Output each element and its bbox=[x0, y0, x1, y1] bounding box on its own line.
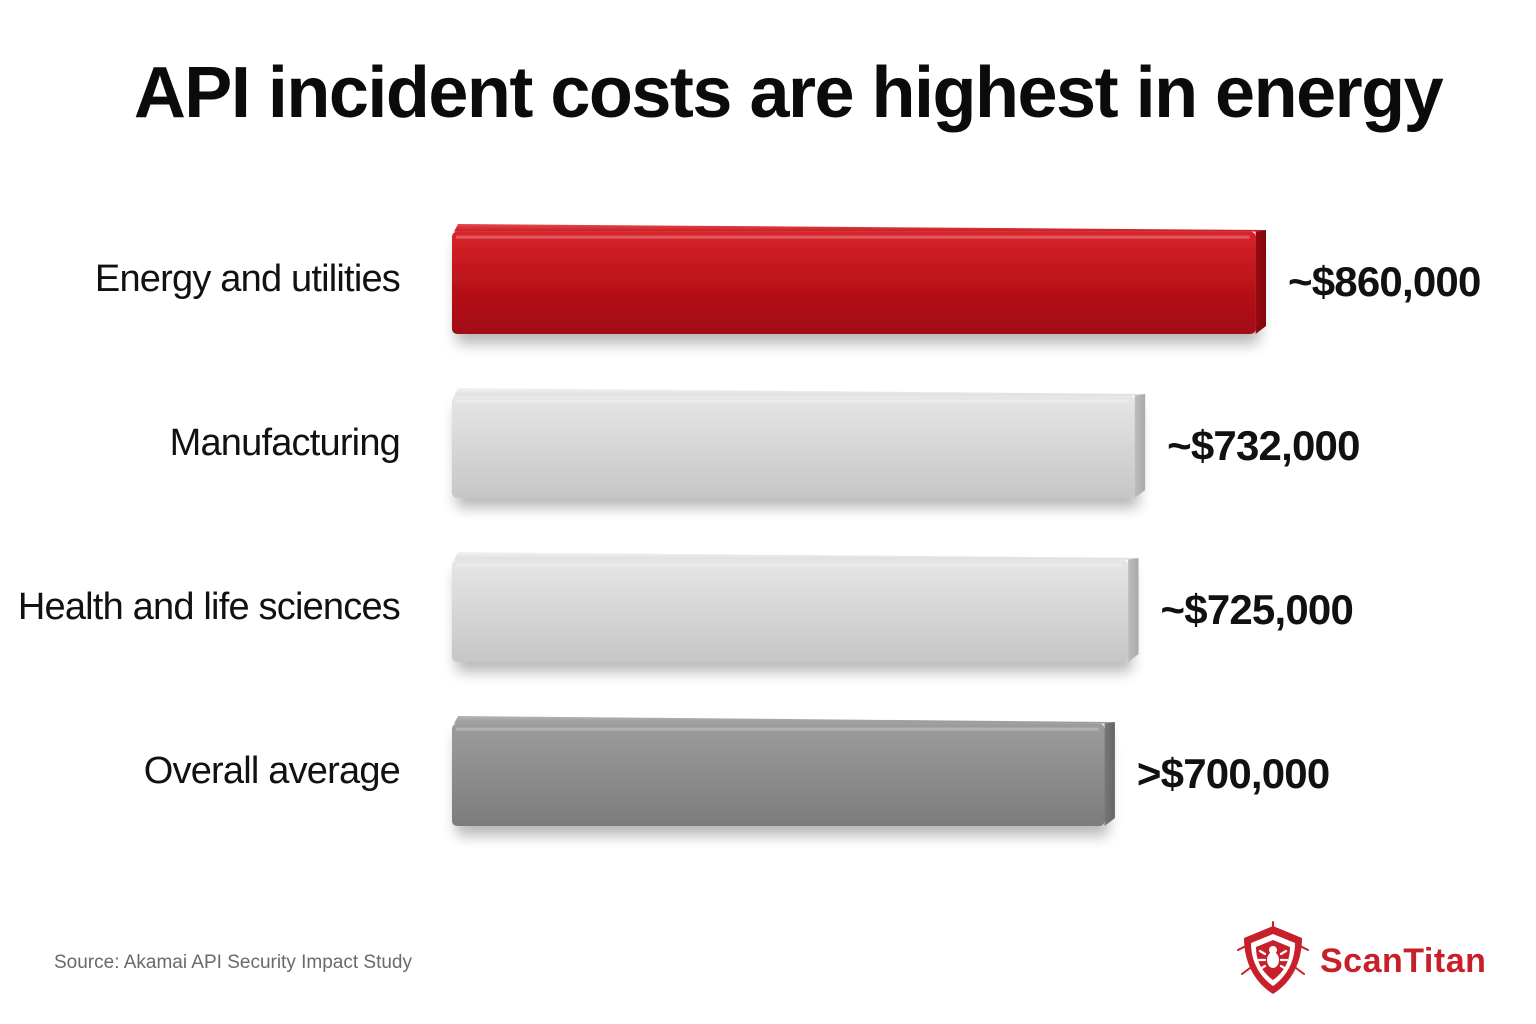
bar-highlight bbox=[456, 399, 1129, 403]
bar bbox=[452, 395, 1135, 498]
bar-top-face bbox=[454, 716, 1115, 724]
bar-side-face bbox=[1128, 558, 1139, 662]
bar-side-face bbox=[1104, 722, 1115, 826]
category-label: Overall average bbox=[144, 750, 400, 792]
bar bbox=[452, 723, 1105, 826]
bar-side-face bbox=[1255, 230, 1266, 334]
brand-name: ScanTitan bbox=[1320, 942, 1487, 980]
bar-highlight bbox=[456, 727, 1099, 731]
bar-group-3: Overall average >$700,000 bbox=[144, 716, 1330, 826]
value-label: ~$732,000 bbox=[1167, 422, 1360, 469]
bar bbox=[452, 559, 1129, 662]
bar-top-face bbox=[454, 224, 1266, 232]
chart-title: API incident costs are highest in energy bbox=[133, 53, 1444, 133]
value-label: ~$725,000 bbox=[1161, 586, 1354, 633]
bar-highlight bbox=[456, 235, 1250, 239]
bar-highlight bbox=[456, 563, 1123, 567]
category-label: Health and life sciences bbox=[18, 586, 400, 628]
bar-side-face bbox=[1134, 394, 1146, 498]
bar-group-0: Energy and utilities ~$860,000 bbox=[95, 224, 1481, 334]
value-label: >$700,000 bbox=[1137, 750, 1330, 797]
bar-top-face bbox=[454, 552, 1139, 560]
source-note: Source: Akamai API Security Impact Study bbox=[54, 952, 412, 973]
shield-bug-icon bbox=[1237, 921, 1309, 994]
brand-logo: ScanTitan bbox=[1232, 920, 1522, 1000]
bar-top-face bbox=[454, 388, 1146, 396]
category-label: Energy and utilities bbox=[95, 258, 400, 300]
bar-group-2: Health and life sciences ~$725,000 bbox=[18, 552, 1354, 662]
category-label: Manufacturing bbox=[170, 422, 400, 464]
bar bbox=[452, 231, 1256, 334]
value-label: ~$860,000 bbox=[1288, 258, 1481, 305]
bar-group-1: Manufacturing ~$732,000 bbox=[170, 388, 1360, 498]
